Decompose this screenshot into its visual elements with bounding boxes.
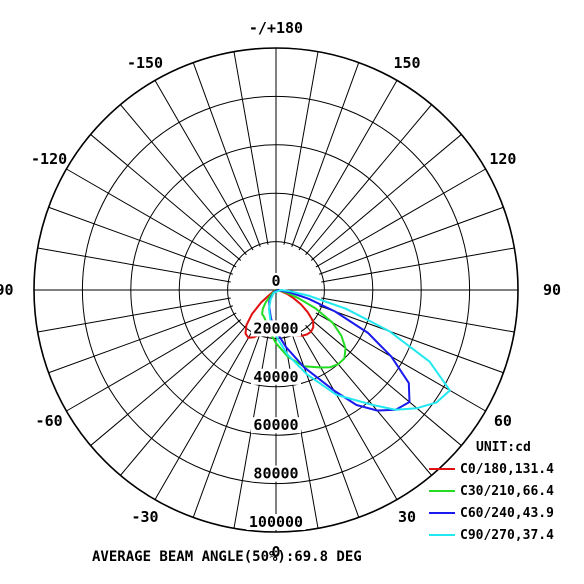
angle-label-90: 90	[543, 281, 561, 299]
angle-label-neg60: -60	[36, 412, 63, 430]
ring-label-80000: 80000	[253, 465, 298, 483]
grid-spoke-240	[66, 168, 237, 268]
ring-label-bg-100000	[246, 514, 306, 530]
grid-spoke-290	[48, 305, 233, 374]
grid-spoke-110	[319, 206, 504, 275]
grid-spoke-60	[315, 312, 486, 412]
grid-spoke-250	[48, 206, 233, 275]
grid-spoke-40	[305, 324, 432, 476]
grid-spoke-280	[37, 297, 231, 333]
series-curve-3	[268, 289, 411, 412]
ring-label-20000: 20000	[253, 319, 298, 337]
grid-spoke-200	[192, 62, 261, 247]
grid-spoke-30	[298, 329, 398, 500]
series-curve-4	[268, 289, 451, 411]
legend: UNIT:cd C0/180,131.4 C30/210,66.4 C60/240,…	[429, 440, 554, 543]
grid-spoke-170	[283, 51, 319, 245]
ring-label-bg-40000	[251, 368, 301, 385]
legend-item-1: C0/180,131.4	[429, 462, 554, 477]
grid-spoke-20	[291, 333, 360, 518]
angle-label-60: 60	[494, 412, 512, 430]
legend-item-2: C30/210,66.4	[429, 484, 554, 499]
grid-spoke-120	[315, 168, 486, 268]
legend-label-2: C30/210,66.4	[460, 484, 554, 499]
ring-labels: 0 20000 40000 60000 80000 100000	[246, 272, 306, 531]
polar-grid	[33, 47, 519, 533]
grid-spoke-330	[154, 329, 254, 500]
angle-label-120: 120	[489, 150, 516, 168]
grid-spoke-150	[298, 80, 398, 251]
grid-spoke-340	[192, 333, 261, 518]
angle-label-0: 0	[271, 543, 280, 561]
grid-spoke-230	[90, 134, 242, 261]
grid-spoke-100	[321, 247, 515, 283]
grid-spoke-140	[305, 104, 432, 256]
angle-label-neg90: -90	[0, 281, 14, 299]
grid-outer-ring	[33, 47, 519, 533]
series-curve-2	[261, 289, 347, 369]
angle-label-150: 150	[393, 54, 420, 72]
grid-spoke-260	[37, 247, 231, 283]
grid-spoke-190	[233, 51, 269, 245]
series-2	[261, 289, 347, 369]
angle-label-neg150: -150	[127, 54, 163, 72]
legend-item-3: C60/240,43.9	[429, 506, 554, 521]
grid-spoke-80	[321, 297, 515, 333]
grid-spoke-310	[90, 319, 242, 446]
series-3	[268, 289, 411, 412]
ring-label-bg-0	[269, 273, 283, 289]
angle-label-180: -/+180	[249, 19, 303, 37]
angle-label-neg30: -30	[131, 508, 158, 526]
ring-label-100000: 100000	[249, 513, 303, 531]
ring-label-bg-80000	[251, 465, 301, 482]
unit-label: UNIT:cd	[476, 440, 531, 455]
ring-label-0: 0	[271, 272, 280, 290]
series-4	[268, 289, 451, 411]
grid-spoke-350	[233, 335, 269, 529]
beam-angle-footer: AVERAGE BEAM ANGLE(50%):69.8 DEG	[92, 549, 362, 565]
angle-labels: -/+180 150 -150 120 -120 90 -90 60 -60 30 -30 0	[0, 19, 561, 561]
legend-label-1: C0/180,131.4	[460, 462, 554, 477]
ring-label-bg-60000	[251, 417, 301, 434]
ring-label-bg-20000	[251, 320, 301, 337]
ring-label-40000: 40000	[253, 368, 298, 386]
legend-label-4: C90/270,37.4	[460, 528, 554, 543]
grid-spoke-50	[310, 319, 462, 446]
ring-label-60000: 60000	[253, 416, 298, 434]
legend-label-3: C60/240,43.9	[460, 506, 554, 521]
grid-spoke-70	[319, 305, 504, 374]
grid-spoke-160	[291, 62, 360, 247]
grid-spoke-320	[120, 324, 247, 476]
grid-spoke-300	[66, 312, 237, 412]
grid-spoke-130	[310, 134, 462, 261]
angle-label-30: 30	[398, 508, 416, 526]
grid-spoke-210	[154, 80, 254, 251]
legend-item-4: C90/270,37.4	[429, 528, 554, 543]
grid-spoke-10	[283, 335, 319, 529]
grid-spoke-220	[120, 104, 247, 256]
angle-label-neg120: -120	[31, 150, 67, 168]
